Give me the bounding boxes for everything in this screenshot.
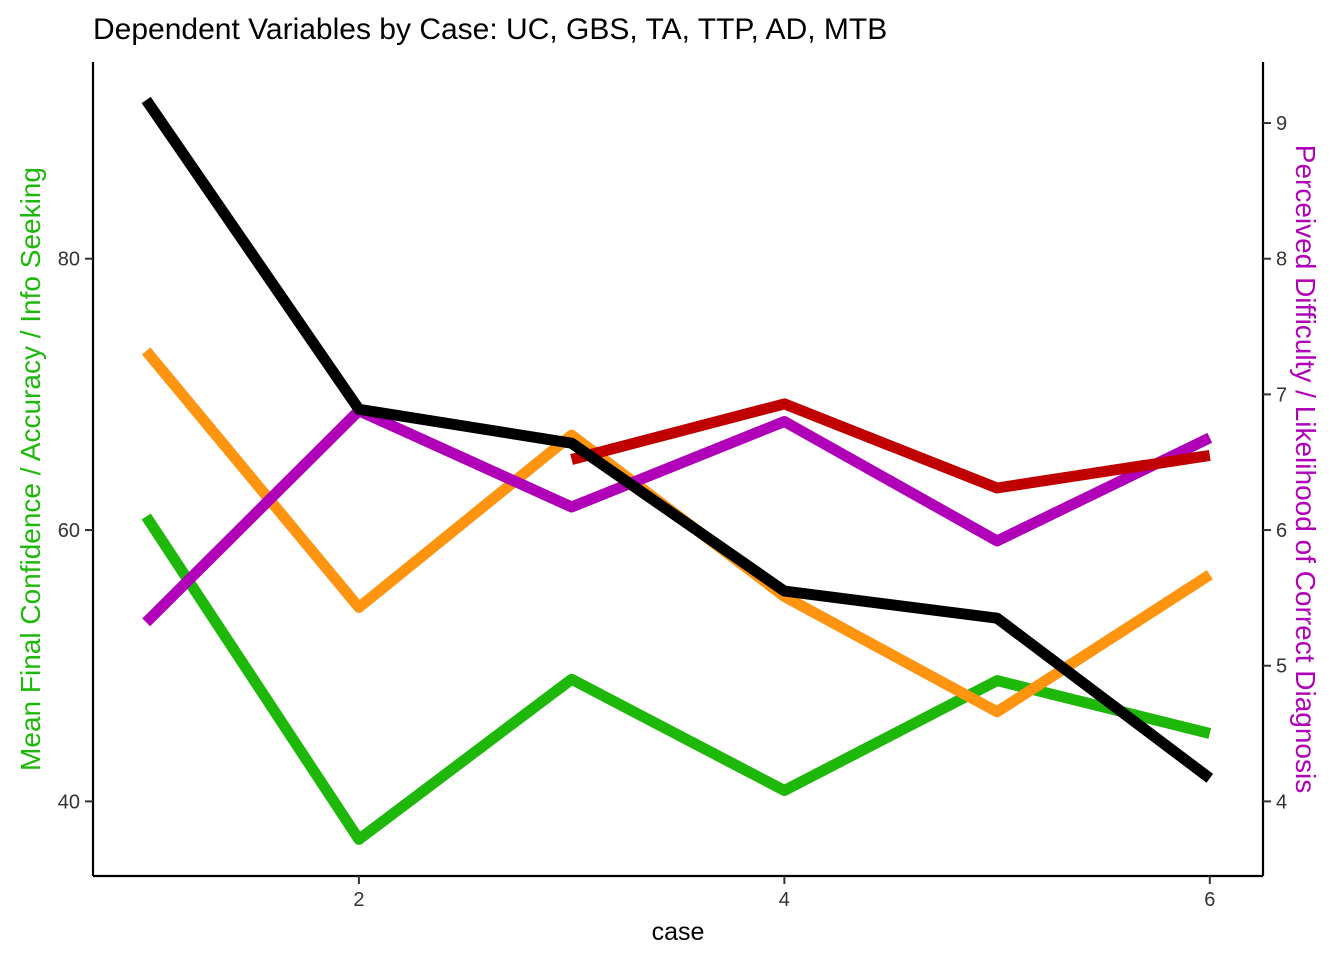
x-axis-label: case	[652, 918, 705, 946]
y-right-tick-label: 4	[1276, 791, 1287, 813]
x-tick-label: 6	[1204, 889, 1215, 911]
y-axis-label-right: Perceived Difficulty / Likelihood of Cor…	[1290, 145, 1321, 793]
y-left-tick-label: 80	[58, 249, 80, 271]
x-tick-label: 4	[779, 889, 790, 911]
y-right-tick-label: 8	[1276, 249, 1287, 271]
y-left-tick-label: 40	[58, 791, 80, 813]
y-right-tick-label: 5	[1276, 656, 1287, 678]
y-right-tick-label: 9	[1276, 113, 1287, 135]
y-axis-label-left: Mean Final Confidence / Accuracy / Info …	[15, 167, 46, 771]
series-line-5	[141, 96, 1214, 783]
tick-layer: 2 4 6 40 60 80 4 5 6 7 8 9	[58, 113, 1287, 911]
y-right-tick-label: 7	[1276, 384, 1287, 406]
y-right-tick-label: 6	[1276, 520, 1287, 542]
series-line-4	[570, 398, 1211, 494]
chart-title: Dependent Variables by Case: UC, GBS, TA…	[93, 13, 887, 46]
x-tick-label: 2	[353, 889, 364, 911]
y-left-tick-label: 60	[58, 520, 80, 542]
series-line-3	[142, 405, 1213, 627]
series-layer	[141, 96, 1214, 845]
